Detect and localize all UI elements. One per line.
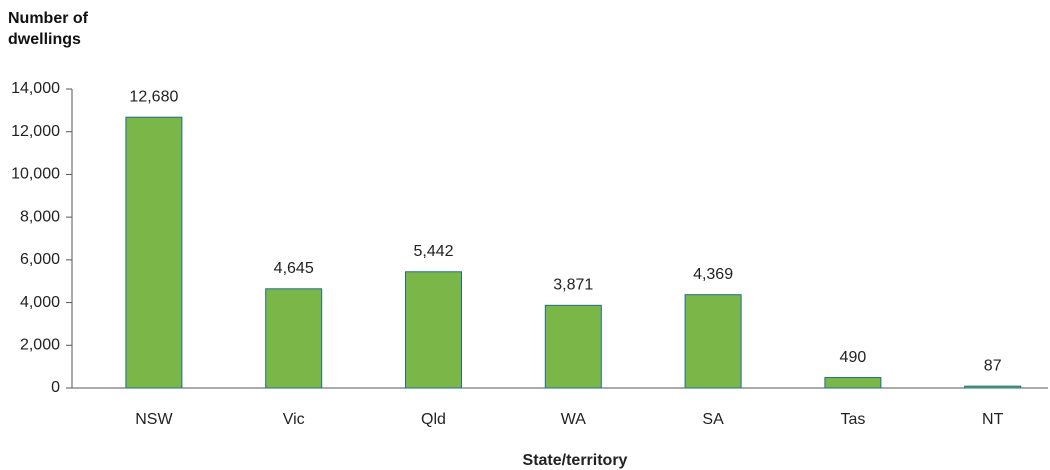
x-axis-label: State/territory bbox=[523, 452, 628, 469]
y-tick-label: 4,000 bbox=[20, 294, 60, 311]
x-tick-label: SA bbox=[702, 411, 724, 428]
y-tick-label: 12,000 bbox=[11, 123, 60, 140]
value-label: 490 bbox=[840, 349, 867, 366]
y-tick-label: 14,000 bbox=[11, 80, 60, 97]
bar bbox=[544, 304, 602, 389]
value-label: 12,680 bbox=[129, 88, 178, 105]
y-tick-label: 10,000 bbox=[11, 166, 60, 183]
x-tick-label: NSW bbox=[135, 411, 173, 428]
x-tick-label: Tas bbox=[840, 411, 865, 428]
value-label: 4,369 bbox=[693, 266, 733, 283]
x-tick-label: Vic bbox=[283, 411, 305, 428]
value-label: 5,442 bbox=[413, 243, 453, 260]
bar bbox=[265, 288, 323, 389]
value-label: 3,871 bbox=[553, 277, 593, 294]
bar bbox=[684, 294, 742, 389]
y-tick-label: 2,000 bbox=[20, 337, 60, 354]
bar bbox=[824, 377, 882, 389]
value-label: 4,645 bbox=[274, 260, 314, 277]
bar bbox=[964, 385, 1022, 389]
bar bbox=[125, 116, 183, 389]
y-axis-label: Number of dwellings bbox=[8, 10, 88, 48]
y-tick-label: 8,000 bbox=[20, 208, 60, 225]
bar bbox=[405, 271, 462, 389]
x-tick-label: Qld bbox=[421, 411, 446, 428]
y-tick-label: 6,000 bbox=[20, 251, 60, 268]
value-label: 87 bbox=[984, 357, 1002, 374]
x-tick-label: NT bbox=[982, 411, 1004, 428]
x-tick-label: WA bbox=[561, 411, 587, 428]
y-tick-label: 0 bbox=[51, 379, 60, 396]
